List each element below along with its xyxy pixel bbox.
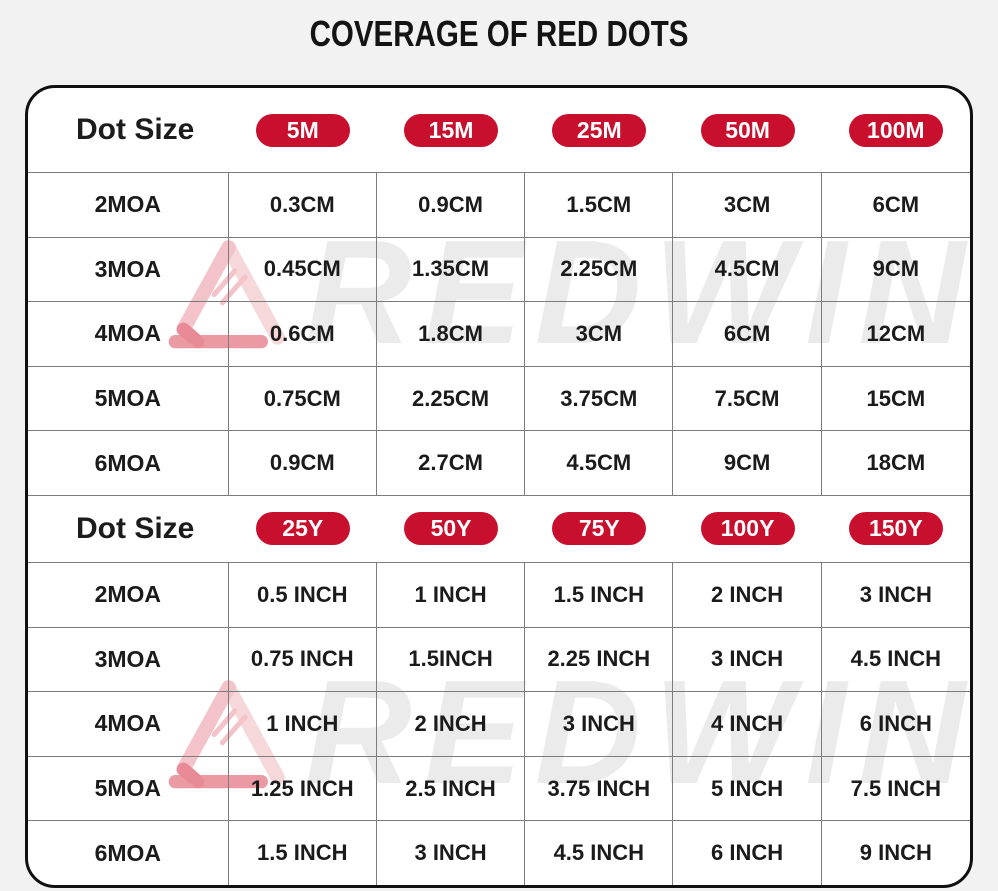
table-cell: 2 INCH: [377, 692, 526, 756]
table-cell: 18CM: [866, 450, 926, 476]
header-cell: 50Y: [377, 496, 525, 562]
table-cell: 7.5CM: [673, 366, 822, 431]
table-cell: 4.5 INCH: [850, 646, 942, 672]
table-cell: 3.75CM: [525, 366, 674, 431]
table-cell: 2.25 INCH: [525, 627, 674, 692]
table-cell: 2 INCH: [673, 562, 822, 627]
table-cell: 3 INCH: [525, 692, 674, 756]
table-cell: 12CM: [866, 320, 926, 346]
table-row-6moa-inch: 6MOA 1.5 INCH 3 INCH 4.5 INCH 6 INCH 9 I…: [28, 821, 970, 885]
table-row-4moa-cm: 4MOA 0.6CM 1.8CM 3CM 6CM 12CM: [28, 302, 970, 367]
table-cell: 3CM: [525, 302, 674, 366]
table-cell: 2.7CM: [377, 431, 526, 495]
table-cell: 3CM: [673, 173, 822, 237]
distance-badge-100y: 100Y: [700, 512, 795, 546]
header-cell: 75Y: [525, 496, 673, 562]
table-row-4moa-inch: 4MOA 1 INCH 2 INCH 3 INCH 4 INCH 6 INCH: [28, 692, 970, 757]
dot-size-label: Dot Size: [76, 511, 195, 545]
table-header-row-meters: Dot Size 5M 15M 25M 50M 100M: [28, 88, 970, 173]
table-cell: 0.75 INCH: [229, 627, 377, 692]
table-cell: 6CM: [872, 191, 920, 217]
table-header-row-yards: Dot Size 25Y 50Y 75Y 100Y 150Y: [28, 496, 970, 563]
table-cell: 9CM: [673, 431, 822, 495]
distance-badge-50m: 50M: [700, 113, 795, 147]
table-cell: 3 INCH: [673, 627, 822, 692]
table-cell: 1.25 INCH: [229, 756, 377, 821]
table-cell: 6CM: [673, 302, 822, 366]
coverage-table-card: REDWIN REDWIN Dot Size 5M 15M 25M 50M 10…: [25, 85, 973, 888]
table-cell: 3 INCH: [859, 581, 932, 607]
table-cell: 15CM: [866, 385, 926, 411]
table-row-6moa-cm: 6MOA 0.9CM 2.7CM 4.5CM 9CM 18CM: [28, 431, 970, 496]
row-label: 4MOA: [28, 302, 229, 366]
distance-badge-25y: 25Y: [255, 512, 350, 546]
table-cell: 4.5CM: [673, 237, 822, 302]
table-cell: 7.5 INCH: [850, 775, 942, 801]
distance-badge-5m: 5M: [255, 113, 350, 147]
header-cell: 25Y: [229, 496, 377, 562]
table-row-3moa-inch: 3MOA 0.75 INCH 1.5INCH 2.25 INCH 3 INCH …: [28, 627, 970, 693]
table-cell: 0.6CM: [229, 302, 377, 366]
table-cell: 6 INCH: [859, 710, 932, 736]
distance-badge-15m: 15M: [404, 113, 499, 147]
table-cell: 0.3CM: [229, 173, 377, 237]
distance-badge-25m: 25M: [552, 113, 647, 147]
table-cell: 0.75CM: [229, 366, 377, 431]
row-label: 6MOA: [28, 431, 229, 495]
table-cell: 3 INCH: [377, 821, 526, 885]
row-label: 5MOA: [28, 366, 229, 431]
table-cell: 2.5 INCH: [377, 756, 526, 821]
table-row-5moa-inch: 5MOA 1.25 INCH 2.5 INCH 3.75 INCH 5 INCH…: [28, 756, 970, 822]
table-cell: 1 INCH: [229, 692, 377, 756]
table-row-5moa-cm: 5MOA 0.75CM 2.25CM 3.75CM 7.5CM 15CM: [28, 366, 970, 432]
table-cell: 0.5 INCH: [229, 562, 377, 627]
table-row-2moa-inch: 2MOA 0.5 INCH 1 INCH 1.5 INCH 2 INCH 3 I…: [28, 562, 970, 628]
header-cell: 50M: [673, 88, 821, 172]
table-cell: 1.5 INCH: [525, 562, 674, 627]
row-label: 2MOA: [28, 562, 229, 627]
page-title-text: COVERAGE OF RED DOTS: [309, 13, 689, 54]
table-cell: 1 INCH: [377, 562, 526, 627]
distance-badge-150y: 150Y: [848, 512, 943, 546]
table-cell: 2.25CM: [377, 366, 526, 431]
row-label: 5MOA: [28, 756, 229, 821]
table-cell: 9 INCH: [859, 840, 932, 866]
row-label: 2MOA: [28, 173, 229, 237]
table-cell: 6 INCH: [673, 821, 822, 885]
row-label: 6MOA: [28, 821, 229, 885]
table-cell: 1.5INCH: [377, 627, 526, 692]
table-cell: 9CM: [872, 256, 920, 282]
table-cell: 2.25CM: [525, 237, 674, 302]
table-cell: 1.5CM: [525, 173, 674, 237]
header-cell: 100Y: [673, 496, 821, 562]
header-cell: 100M: [822, 88, 970, 172]
distance-badge-75y: 75Y: [552, 512, 647, 546]
distance-badge-100m: 100M: [848, 113, 943, 147]
table-cell: 5 INCH: [673, 756, 822, 821]
table-cell: 4.5 INCH: [525, 821, 674, 885]
dot-size-label: Dot Size: [76, 113, 195, 146]
header-cell: 5M: [229, 88, 377, 172]
table-cell: 4 INCH: [673, 692, 822, 756]
header-cell: 25M: [525, 88, 673, 172]
row-label: 3MOA: [28, 627, 229, 692]
header-cell: 150Y: [822, 496, 970, 562]
table-cell: 0.45CM: [229, 237, 377, 302]
table-cell: 1.35CM: [377, 237, 526, 302]
row-label: 4MOA: [28, 692, 229, 756]
table-cell: 0.9CM: [229, 431, 377, 495]
page-title: COVERAGE OF RED DOTS: [0, 13, 998, 55]
header-cell: 15M: [377, 88, 525, 172]
table-cell: 3.75 INCH: [525, 756, 674, 821]
row-label: 3MOA: [28, 237, 229, 302]
table-cell: 1.8CM: [377, 302, 526, 366]
distance-badge-50y: 50Y: [404, 512, 499, 546]
table-row-3moa-cm: 3MOA 0.45CM 1.35CM 2.25CM 4.5CM 9CM: [28, 237, 970, 303]
table-row-2moa-cm: 2MOA 0.3CM 0.9CM 1.5CM 3CM 6CM: [28, 173, 970, 238]
table-cell: 0.9CM: [377, 173, 526, 237]
table-cell: 1.5 INCH: [229, 821, 377, 885]
table-cell: 4.5CM: [525, 431, 674, 495]
